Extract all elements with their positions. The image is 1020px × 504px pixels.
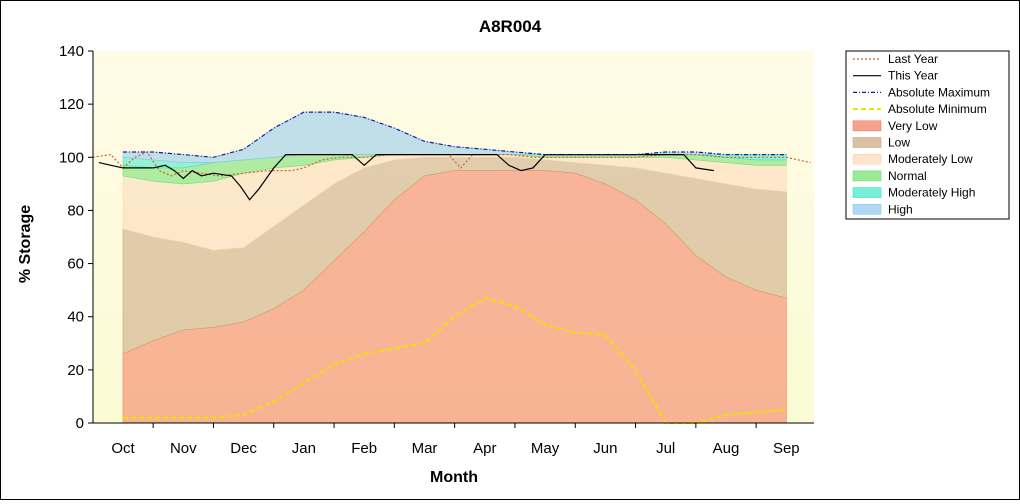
x-tick-label: Mar <box>412 440 438 457</box>
legend-label-low: Low <box>888 136 910 150</box>
legend-swatch-low <box>852 137 882 148</box>
legend-label-absolute-minimum: Absolute Minimum <box>888 102 987 116</box>
legend-label-high: High <box>888 202 913 216</box>
legend-label-very-low: Very Low <box>888 119 938 133</box>
x-tick-label: Feb <box>351 440 377 457</box>
legend-swatch-high <box>852 204 882 215</box>
legend-label-moderately-low: Moderately Low <box>888 152 973 166</box>
legend-label-normal: Normal <box>888 169 927 183</box>
series-last-year <box>92 151 811 177</box>
y-tick-label: 0 <box>76 415 84 432</box>
y-tick-label: 100 <box>59 149 84 166</box>
x-tick-label: Jun <box>593 440 617 457</box>
y-tick-label: 60 <box>67 256 84 273</box>
x-tick-label: Aug <box>713 440 740 457</box>
series-layer <box>92 111 811 424</box>
legend-swatch-normal <box>852 170 882 182</box>
legend-swatch-very-low <box>852 120 882 132</box>
legend: Last Year This Year Absolute Maximum Absolu… <box>845 50 1010 220</box>
legend-label-last-year: Last Year <box>888 52 938 66</box>
x-tick-label: Jan <box>292 440 316 457</box>
x-axis-title: Month <box>430 469 478 486</box>
series-absolute-maximum <box>123 111 787 158</box>
legend-label-absolute-maximum: Absolute Maximum <box>888 85 990 99</box>
series-this-year <box>98 154 714 201</box>
y-axis-title: % Storage <box>17 205 34 283</box>
y-tick-layer: 0 20 40 60 80 100 120 140 <box>59 43 93 432</box>
x-tick-label: Jul <box>656 440 675 457</box>
chart-title: A8R004 <box>479 17 542 36</box>
legend-label-moderately-high: Moderately High <box>888 186 975 200</box>
legend-swatch-moderately-high <box>852 187 882 198</box>
y-tick-label: 40 <box>67 309 84 326</box>
y-tick-label: 120 <box>59 96 84 113</box>
x-tick-label: Dec <box>230 440 257 457</box>
y-tick-label: 140 <box>59 43 84 60</box>
x-tick-label: Oct <box>111 440 135 457</box>
x-tick-layer: Oct Nov Dec Jan Feb Mar Apr May Jun Jul Aug Sep <box>111 423 800 457</box>
y-tick-label: 80 <box>67 202 84 219</box>
y-tick-label: 20 <box>67 362 84 379</box>
x-tick-label: Nov <box>170 440 197 457</box>
legend-swatch-moderately-low <box>852 153 882 165</box>
x-tick-label: Sep <box>773 440 800 457</box>
x-tick-label: Apr <box>473 440 496 457</box>
x-tick-label: May <box>531 440 560 457</box>
legend-label-this-year: This Year <box>888 69 938 83</box>
